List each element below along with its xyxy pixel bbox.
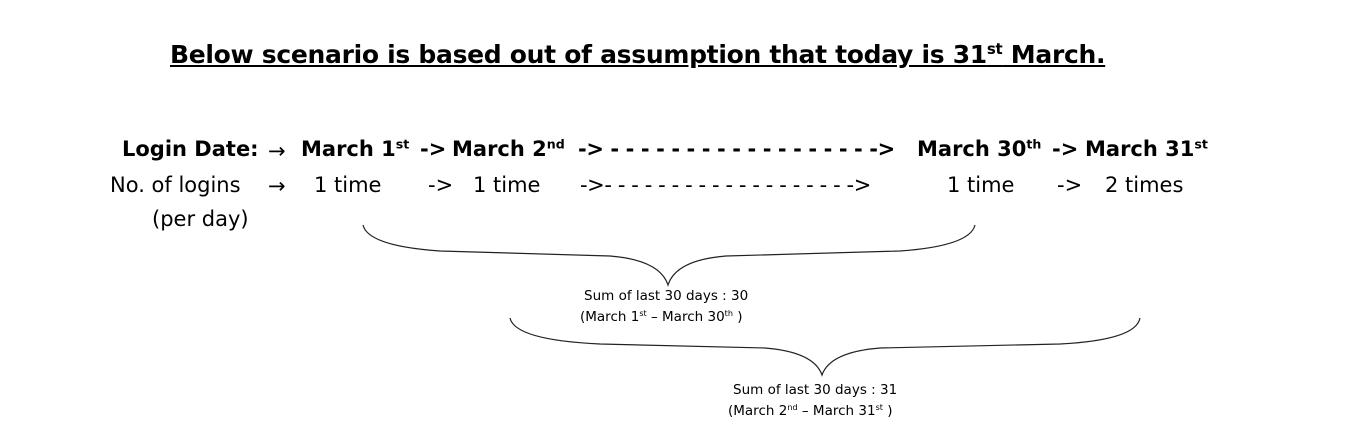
- logins-value: 2 times: [1105, 173, 1184, 197]
- logins-value: 1 time: [947, 173, 1015, 197]
- title-text: Below scenario is based out of assumptio…: [170, 40, 987, 69]
- date-march-31: March 31st: [1085, 136, 1208, 161]
- brace-march-1-30: [362, 224, 976, 287]
- sum2-range: (March 2nd – March 31st ): [728, 402, 893, 419]
- date-separator: ->: [420, 137, 447, 161]
- arrow-right-icon: →: [268, 139, 286, 163]
- date-dashed-separator: -> - - - - - - - - - - - - - - - - - ->: [578, 137, 895, 161]
- logins-separator: ->: [428, 173, 454, 197]
- login-date-label: Login Date:: [122, 137, 259, 161]
- per-day-label: (per day): [152, 207, 249, 231]
- logins-dashed-separator: ->- - - - - - - - - - - - - - - - - - ->: [580, 173, 871, 197]
- logins-value: 1 time: [314, 173, 382, 197]
- date-march-30: March 30th: [917, 136, 1042, 161]
- date-march-1: March 1st: [301, 136, 410, 161]
- title-tail: March.: [1002, 40, 1106, 69]
- date-march-2: March 2nd: [452, 136, 565, 161]
- sum2-text: Sum of last 30 days : 31: [733, 382, 898, 398]
- arrow-right-icon: →: [268, 174, 286, 198]
- sum1-text: Sum of last 30 days : 30: [584, 288, 749, 304]
- title-sup: st: [986, 40, 1003, 58]
- brace-march-2-31: [509, 317, 1141, 377]
- logins-label: No. of logins: [110, 173, 241, 197]
- logins-value: 1 time: [473, 173, 541, 197]
- sum1-range: (March 1st – March 30th ): [580, 308, 743, 325]
- logins-separator: ->: [1057, 173, 1083, 197]
- page-title: Below scenario is based out of assumptio…: [170, 40, 1106, 69]
- date-separator: ->: [1052, 137, 1079, 161]
